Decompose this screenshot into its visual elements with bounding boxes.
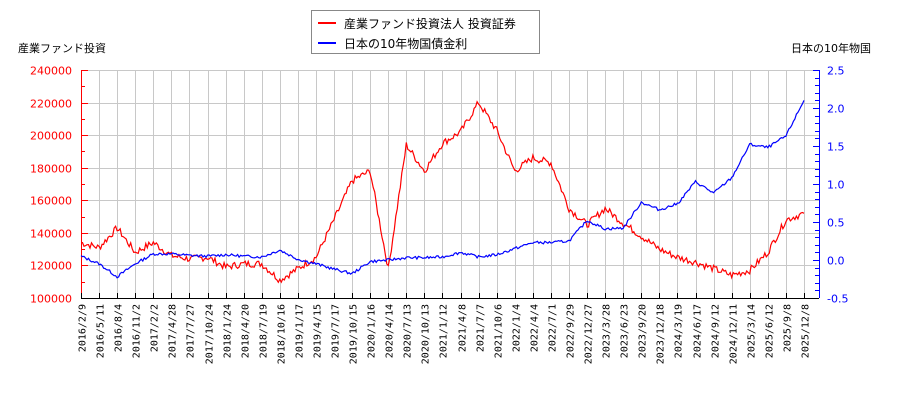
legend: 産業ファンド投資法人 投資証券 日本の10年物国債金利 — [311, 10, 540, 54]
svg-text:2018/10/16: 2018/10/16 — [277, 304, 288, 364]
right-axis-title: 日本の10年物国 — [791, 42, 871, 55]
svg-text:2016/11/2: 2016/11/2 — [132, 304, 143, 358]
fund-price-line — [80, 100, 805, 284]
svg-text:2.0: 2.0 — [827, 103, 845, 116]
right-y-axis: -0.5 0.0 0.5 1.0 1.5 2.0 2.5 — [813, 65, 848, 306]
svg-text:2022/4/4: 2022/4/4 — [530, 304, 541, 352]
svg-text:2018/7/19: 2018/7/19 — [259, 304, 270, 358]
svg-text:2025/9/8: 2025/9/8 — [783, 304, 794, 352]
svg-text:2019/10/15: 2019/10/15 — [349, 304, 360, 364]
svg-text:1.5: 1.5 — [827, 141, 845, 154]
svg-text:2.5: 2.5 — [827, 65, 845, 78]
svg-text:2017/4/28: 2017/4/28 — [168, 304, 179, 358]
svg-text:2019/1/17: 2019/1/17 — [295, 304, 306, 358]
svg-text:2023/12/18: 2023/12/18 — [656, 304, 667, 364]
series-lines — [80, 100, 805, 284]
svg-text:140000: 140000 — [30, 228, 72, 241]
svg-text:2018/4/20: 2018/4/20 — [241, 304, 252, 358]
svg-text:0.0: 0.0 — [827, 255, 845, 268]
svg-text:2016/2/9: 2016/2/9 — [78, 304, 89, 352]
svg-text:180000: 180000 — [30, 163, 72, 176]
x-axis: 2016/2/9 2016/5/11 2016/8/4 2016/11/2 2017/2… — [78, 293, 819, 364]
svg-text:2017/10/24: 2017/10/24 — [205, 304, 216, 364]
svg-text:2019/7/17: 2019/7/17 — [331, 304, 342, 358]
svg-text:1.0: 1.0 — [827, 179, 845, 192]
svg-text:120000: 120000 — [30, 260, 72, 273]
legend-label-fund: 産業ファンド投資法人 投資証券 — [344, 16, 516, 31]
svg-text:2023/6/23: 2023/6/23 — [620, 304, 631, 358]
svg-text:2021/1/12: 2021/1/12 — [439, 304, 450, 358]
svg-text:2022/1/4: 2022/1/4 — [512, 304, 523, 352]
legend-swatch-blue — [318, 42, 336, 44]
legend-swatch-red — [318, 22, 336, 24]
svg-text:2024/6/17: 2024/6/17 — [693, 304, 704, 358]
svg-text:2020/4/14: 2020/4/14 — [385, 304, 396, 358]
svg-text:2022/12/27: 2022/12/27 — [584, 304, 595, 364]
svg-text:200000: 200000 — [30, 130, 72, 143]
svg-text:2024/9/12: 2024/9/12 — [711, 304, 722, 358]
svg-text:2023/9/20: 2023/9/20 — [638, 304, 649, 358]
svg-text:2017/7/27: 2017/7/27 — [186, 304, 197, 358]
svg-text:2020/10/13: 2020/10/13 — [421, 304, 432, 364]
svg-text:2021/4/8: 2021/4/8 — [458, 304, 469, 352]
svg-text:2016/8/4: 2016/8/4 — [114, 304, 125, 352]
svg-text:2021/7/7: 2021/7/7 — [476, 304, 487, 352]
svg-text:2021/10/6: 2021/10/6 — [494, 304, 505, 358]
legend-item-fund: 産業ファンド投資法人 投資証券 — [318, 14, 516, 32]
svg-text:2024/3/19: 2024/3/19 — [674, 304, 685, 358]
svg-text:2017/2/2: 2017/2/2 — [150, 304, 161, 352]
svg-text:2025/12/8: 2025/12/8 — [801, 304, 812, 358]
left-y-axis: 100000 120000 140000 160000 180000 200000 2200… — [30, 65, 88, 306]
svg-text:2024/12/11: 2024/12/11 — [729, 304, 740, 364]
grid-lines — [81, 70, 819, 299]
svg-text:2023/3/28: 2023/3/28 — [602, 304, 613, 358]
svg-text:2020/7/13: 2020/7/13 — [403, 304, 414, 358]
svg-text:2022/9/29: 2022/9/29 — [566, 304, 577, 358]
svg-text:2022/7/1: 2022/7/1 — [548, 304, 559, 352]
legend-label-jgb: 日本の10年物国債金利 — [344, 36, 468, 51]
legend-item-jgb: 日本の10年物国債金利 — [318, 34, 467, 52]
jgb-yield-line — [80, 100, 805, 279]
svg-text:2020/1/16: 2020/1/16 — [367, 304, 378, 358]
svg-text:100000: 100000 — [30, 293, 72, 306]
svg-text:160000: 160000 — [30, 195, 72, 208]
svg-text:0.5: 0.5 — [827, 217, 845, 230]
svg-text:240000: 240000 — [30, 65, 72, 78]
svg-text:-0.5: -0.5 — [827, 293, 848, 306]
left-axis-title: 産業ファンド投資 — [18, 42, 106, 55]
svg-text:2025/6/12: 2025/6/12 — [765, 304, 776, 358]
svg-text:2019/4/15: 2019/4/15 — [313, 304, 324, 358]
svg-text:2025/3/14: 2025/3/14 — [747, 304, 758, 358]
svg-text:2018/1/24: 2018/1/24 — [223, 304, 234, 358]
svg-text:220000: 220000 — [30, 98, 72, 111]
svg-text:2016/5/11: 2016/5/11 — [96, 304, 107, 358]
